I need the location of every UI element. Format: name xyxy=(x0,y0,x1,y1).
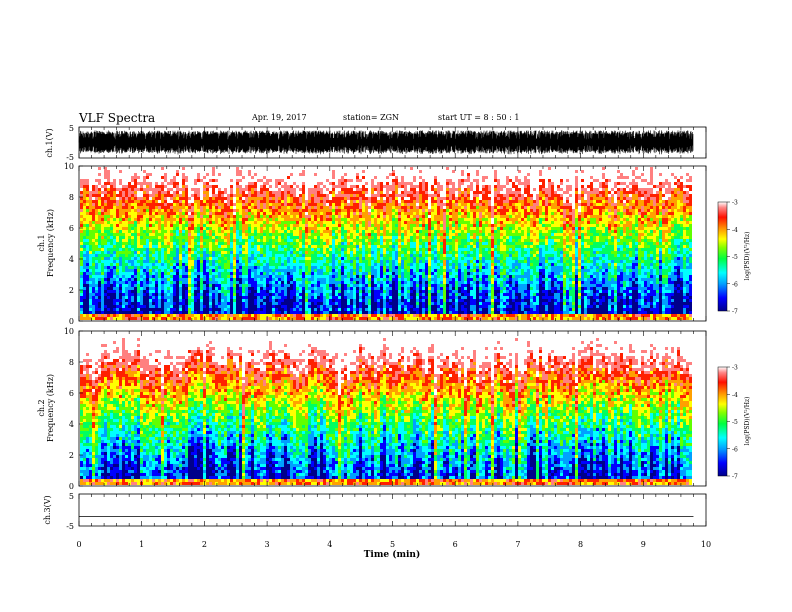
time-tick-label: 10 xyxy=(701,540,711,549)
time-tick-label: 7 xyxy=(515,540,520,549)
ch3-waveform-panel: 5 -5 ch.3(V) xyxy=(43,492,706,531)
spec-ytick-label: 6 xyxy=(69,389,74,398)
time-tick-label: 6 xyxy=(453,540,458,549)
ch1-ytick-bottom: -5 xyxy=(66,153,74,162)
time-axis-label: Time (min) xyxy=(364,549,421,560)
colorbar-tick-label: -6 xyxy=(732,446,738,453)
time-tick-label: 0 xyxy=(76,540,81,549)
ch1-spec-ylabel-top: ch.1 xyxy=(37,234,46,251)
spec-ytick-label: 0 xyxy=(69,317,74,326)
spec-ytick-label: 6 xyxy=(69,224,74,233)
colorbar-tick-label: -6 xyxy=(732,281,738,288)
colorbar-tick-label: -4 xyxy=(732,392,738,399)
time-tick-label: 3 xyxy=(265,540,270,549)
spec-ytick-label: 2 xyxy=(69,451,74,460)
ch2-spectrogram-image xyxy=(80,332,692,485)
time-tick-label: 5 xyxy=(390,540,395,549)
colorbar-tick-label: -5 xyxy=(732,254,738,261)
colorbar-tick-label: -7 xyxy=(732,474,738,481)
colorbar-tick-label: -5 xyxy=(732,419,738,426)
spec-ytick-label: 2 xyxy=(69,286,74,295)
ch1-colorbar: -3 -4 -5 -6 -7 log(PSD)(V²/Hz) xyxy=(718,200,751,316)
ch3-waveform-ylabel: ch.3(V) xyxy=(43,495,52,524)
colorbar-tick-label: -3 xyxy=(732,365,738,372)
time-tick-label: 9 xyxy=(641,540,646,549)
ch1-spectrogram-panel: ch.1 Frequency (kHz) 0 2 4 6 8 10 xyxy=(37,162,706,326)
spec-ytick-label: 4 xyxy=(69,420,74,429)
time-tick-labels: 0 1 2 3 4 5 6 7 8 9 10 xyxy=(76,540,711,549)
ch1-spec-ylabel: Frequency (kHz) xyxy=(46,209,55,277)
ch3-ytick-bottom: -5 xyxy=(66,522,74,531)
spec-ytick-label: 0 xyxy=(69,482,74,491)
ch1-ytick-top: 5 xyxy=(69,124,74,133)
colorbar-tick-label: -4 xyxy=(732,227,738,234)
spec-ytick-label: 10 xyxy=(64,162,74,171)
colorbar-tick-label: -7 xyxy=(732,309,738,316)
time-tick-label: 1 xyxy=(139,540,144,549)
colorbar-tick-label: -3 xyxy=(732,200,738,207)
ch1-waveform-ylabel: ch.1(V) xyxy=(45,128,54,157)
spec-ytick-label: 8 xyxy=(69,193,74,202)
spec-ytick-label: 10 xyxy=(64,327,74,336)
time-tick-label: 8 xyxy=(578,540,583,549)
ch3-ytick-top: 5 xyxy=(69,492,74,501)
ch2-spec-ylabel-top: ch.2 xyxy=(37,399,46,416)
ch1-spectrogram-image xyxy=(80,167,692,320)
ch1-waveform-panel: 5 -5 ch.1(V) xyxy=(45,124,706,162)
time-tick-label: 4 xyxy=(327,540,332,549)
ch2-colorbar-label: log(PSD)(V²/Hz) xyxy=(744,397,751,446)
spec-ytick-label: 4 xyxy=(69,255,74,264)
time-tick-label: 2 xyxy=(202,540,207,549)
ch2-colorbar: -3 -4 -5 -6 -7 log(PSD)(V²/Hz) xyxy=(718,365,751,481)
spec-ytick-label: 8 xyxy=(69,358,74,367)
ch1-colorbar-label: log(PSD)(V²/Hz) xyxy=(744,232,751,281)
ch2-spec-ylabel: Frequency (kHz) xyxy=(46,374,55,442)
ch2-spectrogram-panel: ch.2 Frequency (kHz) 0 2 4 6 8 10 xyxy=(37,327,706,491)
